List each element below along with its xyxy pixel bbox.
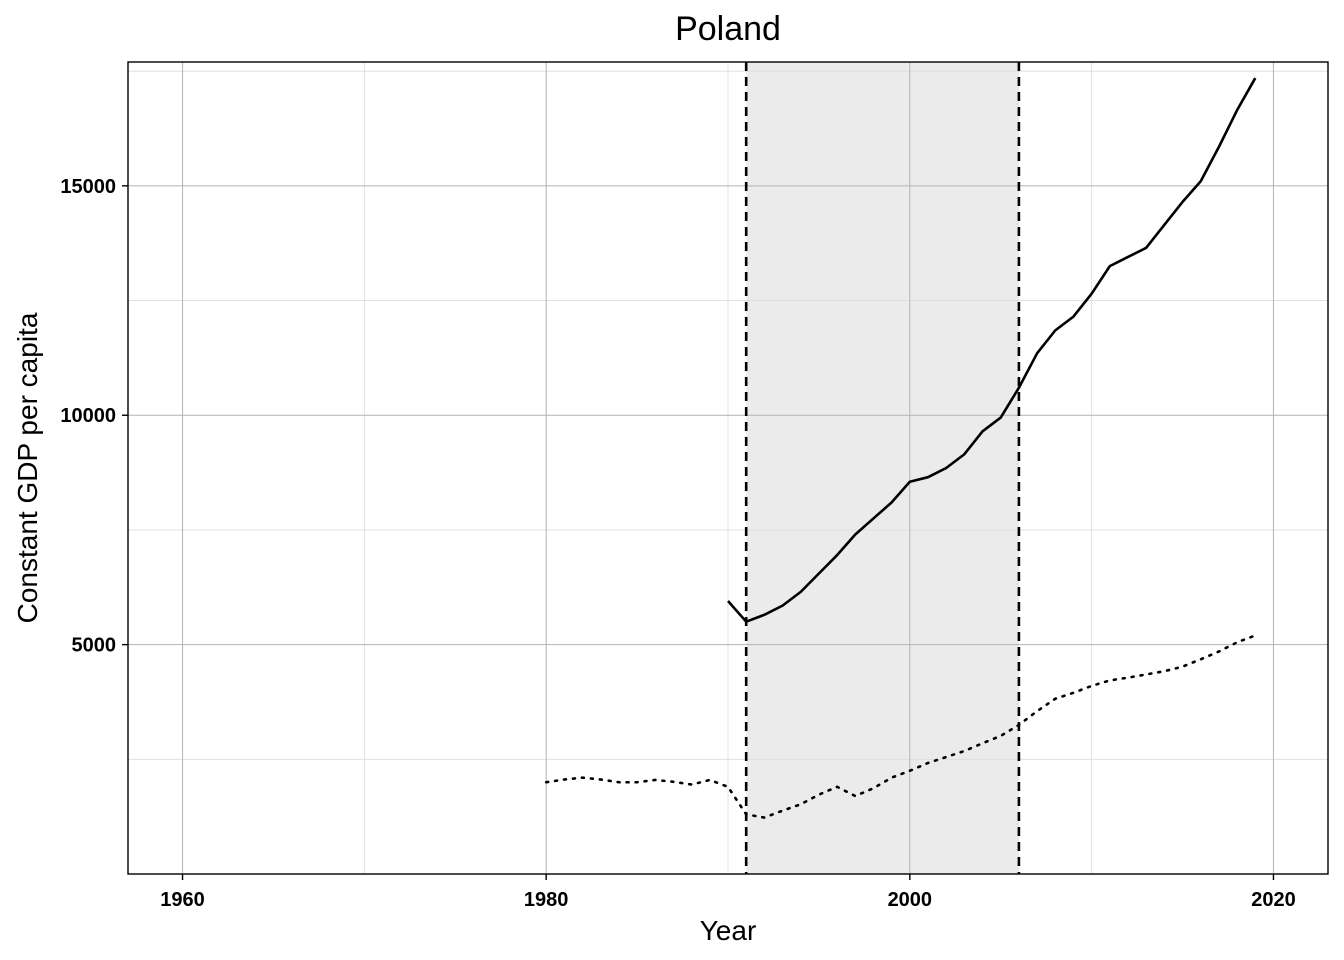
x-tick-label: 2020	[1251, 889, 1296, 911]
y-axis-title: Constant GDP per capita	[12, 312, 43, 623]
y-tick-label: 15000	[60, 176, 116, 198]
y-tick-label: 5000	[72, 635, 117, 657]
x-tick-label: 1960	[160, 889, 205, 911]
gridlines	[128, 62, 1328, 874]
shaded-region	[746, 62, 1019, 874]
x-tick-label: 2000	[888, 889, 933, 911]
axes-layer: 1960 1980 2000 2020 5000 10000 15000	[60, 176, 1295, 911]
chart-title: Poland	[675, 10, 781, 48]
x-tick-label: 1980	[524, 889, 569, 911]
x-axis-title: Year	[700, 915, 757, 946]
y-tick-label: 10000	[60, 405, 116, 427]
series-layer	[544, 62, 1257, 874]
series-line-solid	[727, 77, 1257, 623]
plot-border	[127, 61, 1329, 875]
series-line-dotted	[544, 634, 1257, 819]
plot-background-layer	[128, 62, 1328, 874]
